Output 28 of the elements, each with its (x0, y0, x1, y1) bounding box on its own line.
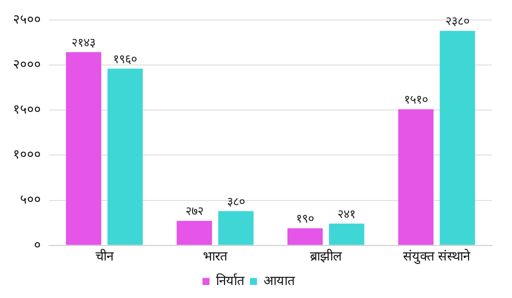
y-tick-label: १५०० (13, 102, 41, 118)
y-tick-label: २५०० (13, 12, 41, 28)
legend-label: आयात (264, 274, 296, 289)
y-tick-label: ५०० (20, 192, 41, 208)
bar (66, 52, 102, 245)
data-label: १५१० (404, 92, 428, 106)
x-tick-label: ब्राझील (310, 248, 342, 265)
bar (440, 30, 476, 245)
bar (218, 211, 254, 245)
x-tick-label: चीन (95, 248, 114, 265)
bar (176, 220, 212, 245)
data-label: २३८० (445, 14, 470, 28)
y-tick-label: १००० (13, 148, 41, 163)
data-label: २७२ (185, 204, 204, 218)
bar (328, 224, 364, 245)
x-tick-label: भारत (203, 250, 228, 265)
x-tick-label: संयुक्त संस्थाने (403, 248, 472, 265)
bar (287, 228, 323, 245)
data-label: १९६० (113, 52, 138, 66)
data-label: ३८० (226, 194, 245, 208)
legend-label: निर्यात (216, 272, 245, 289)
bar (398, 109, 434, 245)
data-label: २१४३ (72, 35, 96, 50)
bar (107, 68, 143, 245)
data-label: १९० (296, 211, 314, 226)
y-tick-label: ० (34, 238, 41, 253)
y-tick-label: २००० (13, 57, 41, 72)
data-label: २४१ (338, 206, 356, 221)
